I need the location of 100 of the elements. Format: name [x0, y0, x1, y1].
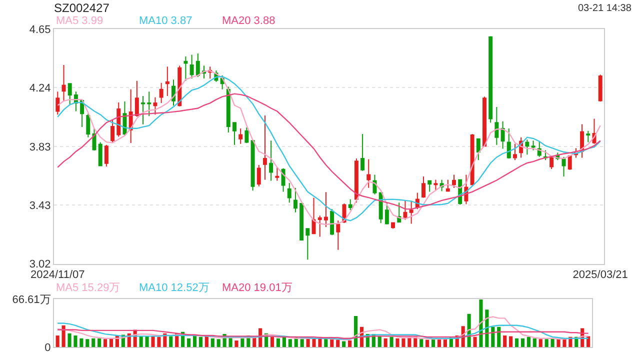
candlestick	[360, 134, 365, 172]
candlestick	[446, 179, 450, 192]
bar	[56, 335, 60, 347]
bar	[234, 340, 238, 347]
candlestick	[403, 200, 408, 220]
line-series	[57, 93, 601, 210]
candlestick	[86, 113, 90, 138]
bar	[396, 338, 400, 347]
bar	[544, 339, 548, 347]
y-tick-label: 0	[44, 342, 51, 354]
candlestick	[586, 130, 590, 143]
bar	[169, 336, 173, 347]
candlestick	[134, 80, 139, 118]
candlestick	[281, 168, 286, 192]
bar	[186, 338, 191, 347]
bar	[324, 339, 328, 347]
candlestick	[550, 156, 554, 170]
candlestick	[525, 139, 530, 156]
candlestick	[244, 127, 249, 144]
candlestick	[324, 192, 328, 228]
bar	[426, 340, 430, 347]
bar	[216, 339, 220, 347]
candlestick	[293, 187, 298, 213]
bar	[157, 336, 161, 347]
candlestick	[232, 122, 236, 146]
candlestick	[384, 202, 389, 225]
candlestick	[250, 140, 255, 191]
candlestick	[366, 158, 371, 188]
text: MA20 3.88	[222, 15, 276, 27]
bar	[86, 339, 90, 347]
bar	[276, 338, 280, 347]
bar	[354, 316, 358, 347]
candlestick	[62, 64, 66, 102]
candlestick	[512, 143, 517, 161]
candlestick	[348, 198, 352, 211]
bar	[92, 338, 96, 347]
bar	[228, 336, 232, 347]
candlestick	[196, 52, 200, 78]
candlestick	[531, 140, 536, 151]
candlestick	[354, 158, 358, 204]
text: MA10 12.52万	[139, 282, 210, 294]
chart-title: SZ002427	[54, 1, 110, 16]
y-tick-label: 3.43	[29, 200, 51, 212]
bar	[330, 339, 334, 347]
bar	[104, 339, 108, 347]
line-series	[56, 329, 589, 339]
candlestick	[500, 120, 505, 150]
candlestick	[226, 86, 230, 133]
candlestick	[184, 56, 188, 82]
candlestick	[452, 174, 456, 188]
candlestick	[256, 164, 261, 187]
candlestick	[598, 74, 602, 102]
y-tick-label: 66.61万	[12, 294, 51, 306]
candlestick	[262, 114, 267, 180]
candlestick	[409, 200, 414, 224]
bar	[204, 336, 208, 347]
bar	[532, 338, 536, 347]
bar	[390, 336, 394, 347]
candlestick	[178, 65, 182, 107]
candlestick	[336, 220, 340, 250]
candlestick	[482, 96, 486, 147]
bar	[503, 335, 507, 347]
bar	[68, 333, 72, 347]
candlestick	[104, 144, 108, 167]
bar	[431, 339, 436, 347]
bar	[74, 335, 78, 347]
candlestick	[318, 215, 322, 238]
bar	[473, 336, 477, 347]
bar	[420, 339, 424, 347]
candlestick	[434, 179, 438, 191]
candlestick	[153, 96, 158, 116]
bar	[270, 336, 274, 347]
bar	[139, 336, 143, 347]
candlestick	[141, 95, 146, 125]
candlestick	[312, 197, 316, 235]
candlestick	[306, 228, 310, 260]
candlestick	[269, 140, 274, 182]
bar	[151, 336, 155, 347]
y-tick-label: 3.02	[29, 258, 51, 271]
bar	[288, 339, 292, 347]
candlestick	[190, 54, 194, 80]
bar	[378, 336, 382, 347]
bar	[550, 338, 554, 347]
bar	[509, 336, 513, 347]
y-tick-label: 3.83	[29, 141, 51, 154]
bar	[336, 340, 340, 347]
text: 03-21 14:38	[578, 3, 632, 14]
bar	[402, 338, 406, 347]
text: MA10 3.87	[139, 15, 192, 27]
bar	[384, 338, 388, 347]
candlestick	[372, 174, 377, 195]
candlestick	[165, 66, 170, 96]
bar	[348, 340, 352, 347]
candlestick	[391, 222, 396, 230]
bar	[62, 325, 66, 347]
bar	[312, 338, 316, 347]
candlestick	[494, 106, 499, 146]
candlestick	[159, 82, 164, 104]
bar	[145, 336, 149, 347]
bar	[491, 326, 495, 347]
